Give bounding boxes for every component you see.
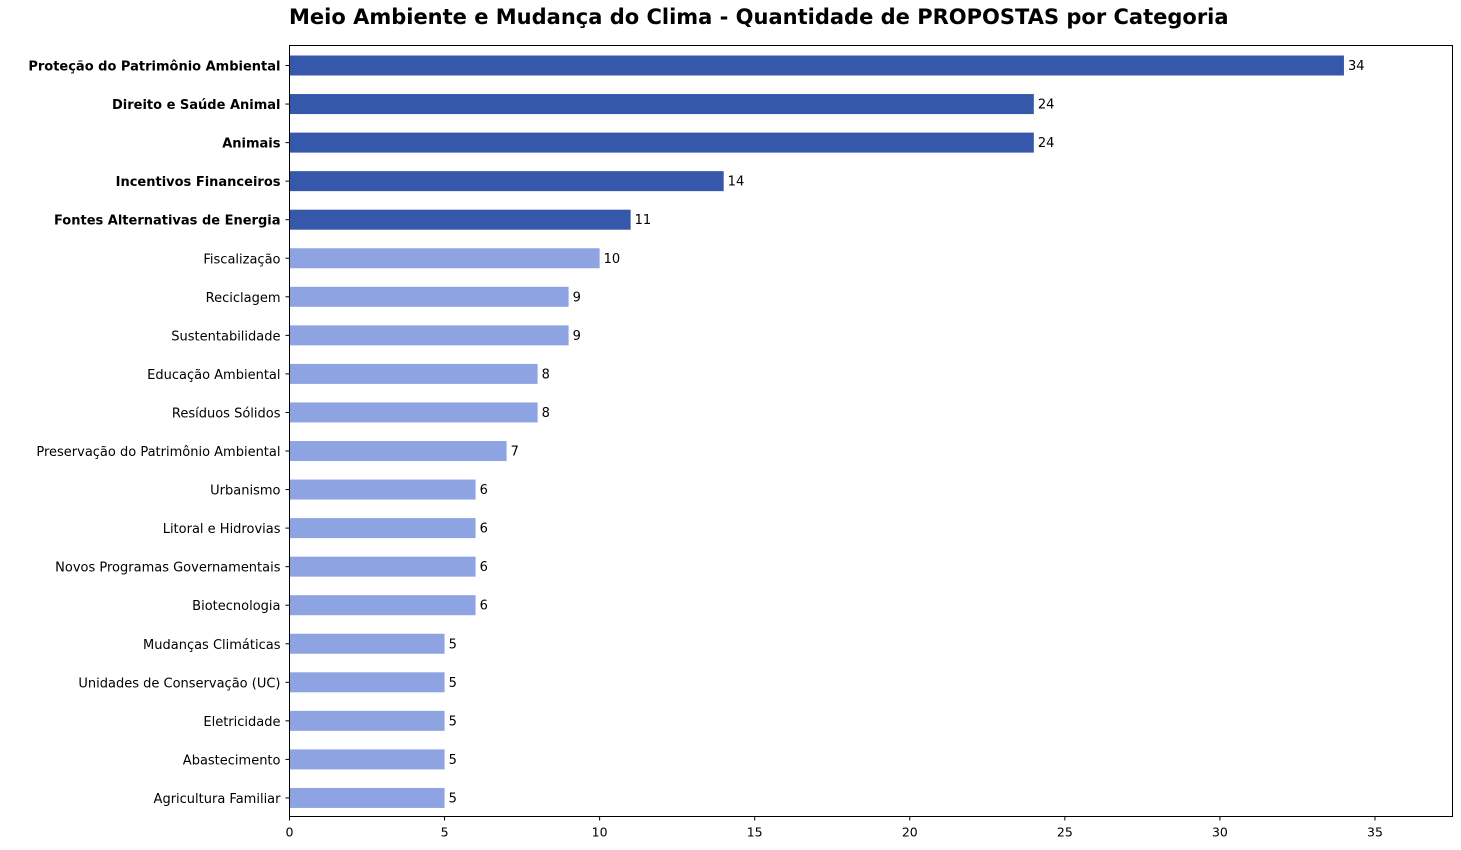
ytick-label-educacao-ambiental: Educação Ambiental [147,368,280,383]
y-axis: Proteção do Patrimônio Ambiental Direito … [28,60,290,807]
ytick-label-mudancas-climaticas: Mudanças Climáticas [143,638,281,653]
data-label-educacao-ambiental: 8 [542,367,550,382]
data-label-novos-programas-governamentais: 6 [480,560,488,575]
data-label-fontes-alternativas-de-energia: 11 [635,213,652,228]
bar-unidades-de-conservacao-uc [289,672,445,693]
ytick-label-reciclagem: Reciclagem [206,291,281,306]
data-label-mudancas-climaticas: 5 [449,637,457,652]
bar-biotecnologia [289,595,476,616]
bar-litoral-e-hidrovias [289,518,476,539]
ytick-label-fiscalizacao: Fiscalização [203,252,280,267]
bar-protecao-do-patrimonio-ambiental [289,55,1344,76]
chart-title: Meio Ambiente e Mudança do Clima - Quant… [289,5,1229,29]
x-axis: 0 5 10 15 20 25 30 35 [286,816,1383,840]
ytick-label-fontes-alternativas-de-energia: Fontes Alternativas de Energia [54,214,281,229]
ytick-label-residuos-solidos: Resíduos Sólidos [172,406,281,421]
xtick-label-15: 15 [747,825,763,840]
bar-novos-programas-governamentais [289,556,476,577]
data-label-biotecnologia: 6 [480,599,488,614]
bar-incentivos-financeiros [289,171,724,192]
data-label-incentivos-financeiros: 14 [728,175,745,190]
data-label-sustentabilidade: 9 [573,329,581,344]
data-label-preservacao-do-patrimonio-ambiental: 7 [511,445,519,460]
ytick-label-litoral-e-hidrovias: Litoral e Hidrovias [163,522,281,537]
data-label-eletricidade: 5 [449,714,457,729]
bar-animais [289,132,1034,153]
data-label-agricultura-familiar: 5 [449,791,457,806]
bar-fiscalizacao [289,248,600,269]
bar-urbanismo [289,479,476,500]
data-label-residuos-solidos: 8 [542,406,550,421]
data-label-reciclagem: 9 [573,290,581,305]
ytick-label-unidades-de-conservacao-uc: Unidades de Conservação (UC) [78,676,280,691]
xtick-label-20: 20 [902,825,918,840]
ytick-label-agricultura-familiar: Agricultura Familiar [154,792,282,807]
ytick-label-protecao-do-patrimonio-ambiental: Proteção do Patrimônio Ambiental [28,60,280,75]
xtick-label-10: 10 [592,825,608,840]
data-labels-group: 34 24 24 14 11 10 9 9 8 8 7 6 6 6 6 5 5 5 5 5 [449,59,1365,806]
plot-frame [289,45,1453,817]
ytick-label-biotecnologia: Biotecnologia [192,599,280,614]
data-label-fiscalizacao: 10 [604,252,621,267]
xtick-label-5: 5 [441,825,449,840]
ytick-label-abastecimento: Abastecimento [183,753,281,768]
bar-sustentabilidade [289,325,569,346]
bar-fontes-alternativas-de-energia [289,209,631,230]
ytick-label-eletricidade: Eletricidade [203,715,280,730]
bars-group [289,55,1344,808]
bar-direito-e-saude-animal [289,94,1034,115]
xtick-label-0: 0 [286,825,294,840]
data-label-urbanismo: 6 [480,483,488,498]
bar-educacao-ambiental [289,363,538,384]
bar-agricultura-familiar [289,787,445,808]
ytick-label-urbanismo: Urbanismo [210,484,280,499]
xtick-label-35: 35 [1367,825,1383,840]
ytick-label-preservacao-do-patrimonio-ambiental: Preservação do Patrimônio Ambiental [36,445,280,460]
bar-eletricidade [289,710,445,731]
xtick-label-25: 25 [1057,825,1073,840]
ytick-label-novos-programas-governamentais: Novos Programas Governamentais [55,561,281,576]
data-label-direito-e-saude-animal: 24 [1038,98,1055,113]
bar-preservacao-do-patrimonio-ambiental [289,441,507,461]
xtick-label-30: 30 [1212,825,1228,840]
data-label-abastecimento: 5 [449,753,457,768]
ytick-label-direito-e-saude-animal: Direito e Saúde Animal [112,98,281,113]
data-label-animais: 24 [1038,136,1055,151]
bar-residuos-solidos [289,402,538,423]
bar-reciclagem [289,286,569,307]
ytick-label-sustentabilidade: Sustentabilidade [171,329,280,344]
data-label-unidades-de-conservacao-uc: 5 [449,676,457,691]
ytick-label-animais: Animais [222,137,281,152]
bar-mudancas-climaticas [289,633,445,654]
data-label-litoral-e-hidrovias: 6 [480,522,488,537]
bar-abastecimento [289,749,445,770]
data-label-protecao-do-patrimonio-ambiental: 34 [1348,59,1365,74]
ytick-label-incentivos-financeiros: Incentivos Financeiros [116,175,281,190]
